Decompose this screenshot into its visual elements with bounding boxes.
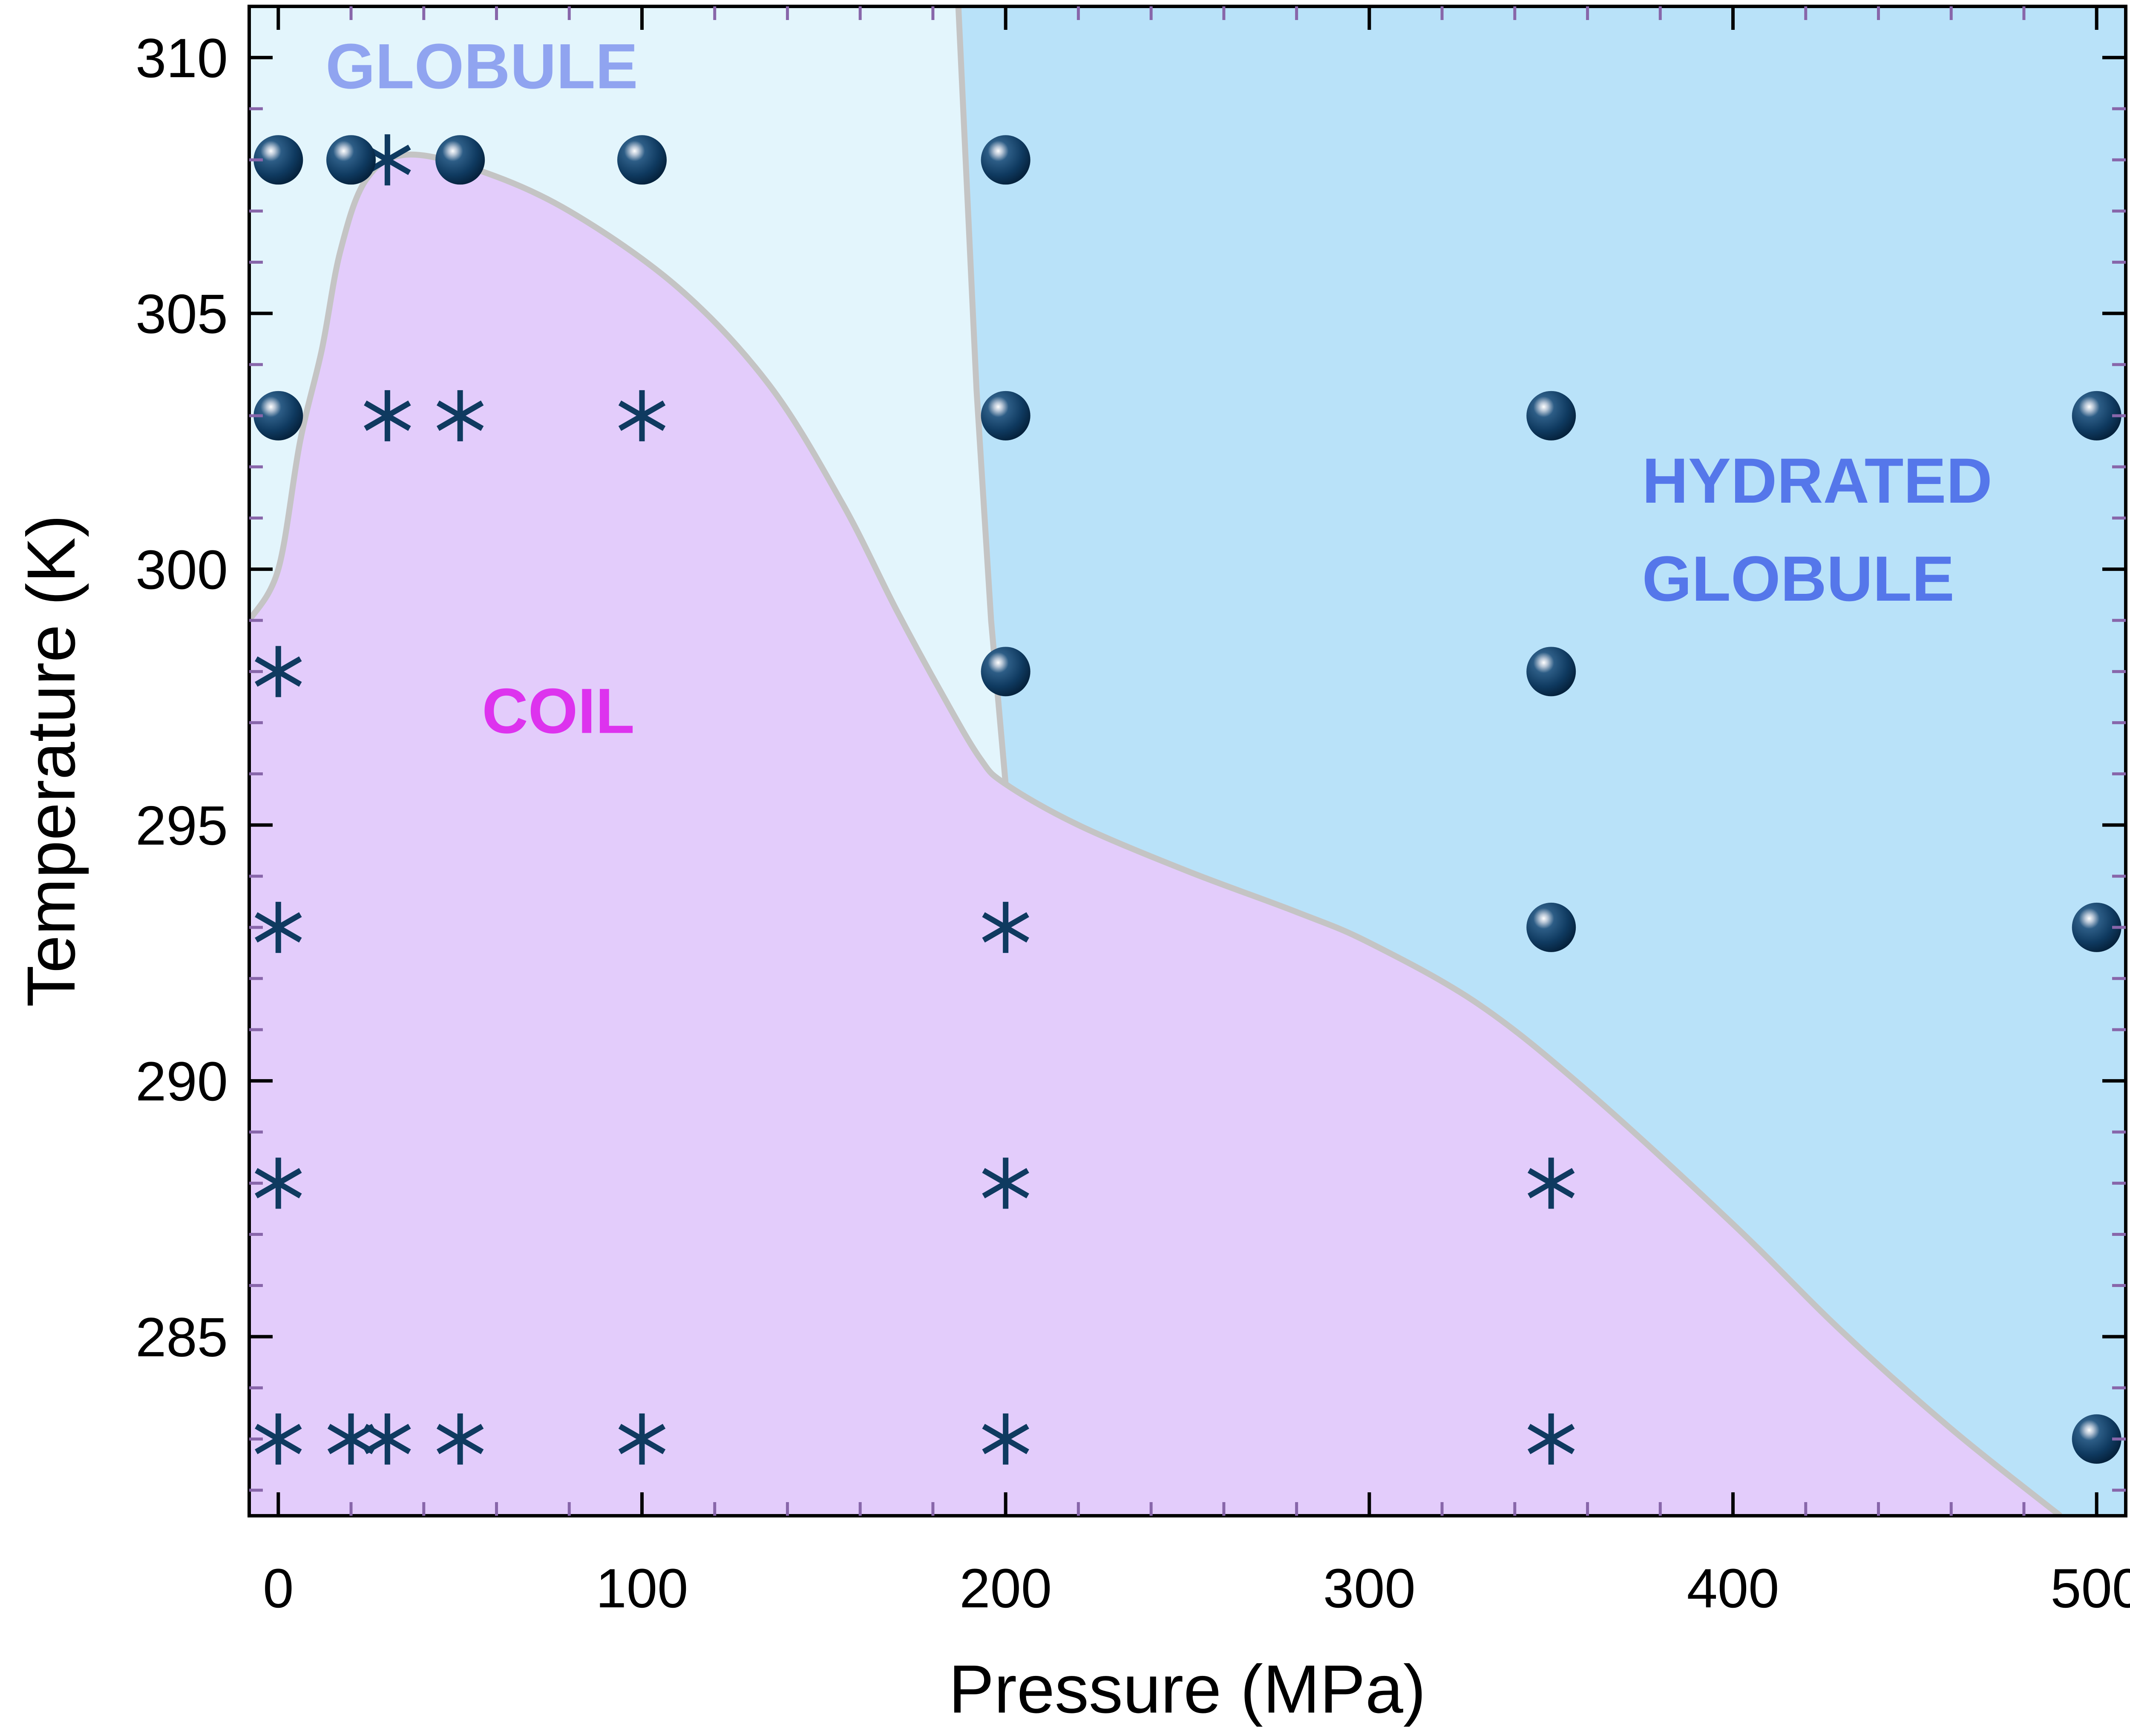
region-label: HYDRATED GLOBULE	[1642, 445, 1992, 614]
y-tick-label: 295	[135, 795, 228, 857]
sphere-marker	[1526, 902, 1576, 952]
sphere-marker	[253, 135, 303, 185]
data-markers	[253, 134, 2121, 1465]
y-axis-title: Temperature (K)	[13, 515, 89, 1007]
x-tick-label: 100	[596, 1557, 688, 1619]
sphere-marker	[981, 391, 1030, 440]
region-label: GLOBULE	[325, 30, 638, 102]
region-label: COIL	[482, 675, 634, 746]
sphere-marker	[1526, 647, 1576, 697]
y-tick-labels: 285 290 295 300 305 310	[135, 27, 228, 1368]
sphere-marker	[435, 135, 485, 185]
asterisk-marker	[364, 390, 411, 441]
sphere-marker	[981, 135, 1030, 185]
y-tick-label: 290	[135, 1050, 228, 1112]
coil-region	[249, 154, 2061, 1516]
asterisk-marker	[255, 646, 302, 697]
x-tick-labels: 0 100 200 300 400 500	[263, 1557, 2130, 1619]
asterisk-marker	[255, 1413, 302, 1465]
asterisk-marker	[436, 1413, 484, 1465]
region-labels: GLOBULE HYDRATED GLOBULE COIL	[325, 30, 1992, 746]
asterisk-marker	[982, 901, 1029, 953]
asterisk-marker	[436, 390, 484, 441]
asterisk-marker	[364, 1413, 411, 1465]
asterisk-marker	[618, 1413, 666, 1465]
asterisk-marker	[618, 390, 666, 441]
sphere-marker	[617, 135, 667, 185]
x-tick-label: 200	[959, 1557, 1052, 1619]
asterisk-marker	[255, 1157, 302, 1209]
y-tick-label: 305	[135, 283, 228, 345]
plot-area	[249, 6, 2126, 1516]
sphere-marker	[981, 647, 1030, 697]
y-tick-label: 285	[135, 1306, 228, 1368]
x-tick-label: 0	[263, 1557, 294, 1619]
sphere-marker	[326, 135, 376, 185]
x-axis-title: Pressure (MPa)	[949, 1651, 1426, 1727]
asterisk-marker	[982, 1413, 1029, 1465]
asterisk-marker	[982, 1157, 1029, 1209]
coil-boundary-line	[249, 151, 2062, 1516]
y-tick-label: 310	[135, 27, 228, 89]
sphere-marker	[2072, 902, 2121, 952]
globule-hydrated-boundary-line	[955, 6, 1009, 785]
sphere-marker	[2072, 391, 2121, 440]
plot-frame	[248, 5, 2127, 1517]
asterisk-marker	[327, 1413, 375, 1465]
asterisk-marker	[1527, 1413, 1575, 1465]
y-tick-label: 300	[135, 538, 228, 601]
asterisk-marker	[1527, 1157, 1575, 1209]
sphere-marker	[1526, 391, 1576, 440]
x-tick-label: 300	[1323, 1557, 1416, 1619]
sphere-marker	[253, 391, 303, 440]
sphere-marker	[2072, 1414, 2121, 1464]
hydrated-globule-region	[958, 6, 2126, 1516]
axis-ticks	[249, 6, 2126, 1516]
x-tick-label: 400	[1687, 1557, 1779, 1619]
x-tick-label: 500	[2050, 1557, 2130, 1619]
asterisk-marker	[255, 901, 302, 953]
